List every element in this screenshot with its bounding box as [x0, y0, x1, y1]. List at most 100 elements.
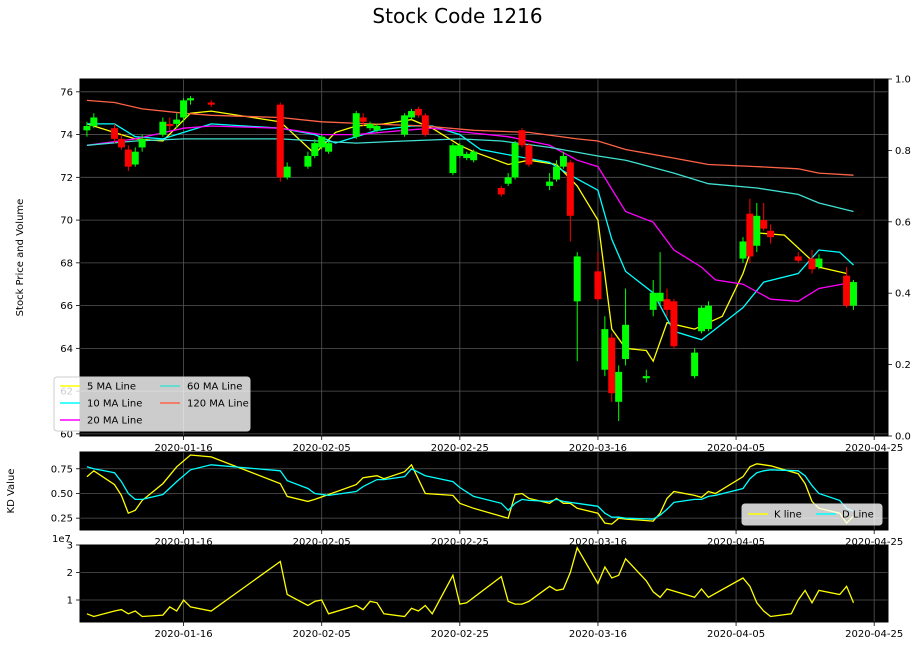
candle-body: [352, 113, 360, 137]
x-tick-label: 2020-04-25: [845, 537, 903, 548]
kd-legend: K line D Line: [741, 503, 883, 526]
right-y-tick-label: 0.6: [895, 217, 911, 228]
candle-body: [739, 241, 747, 259]
candle-body: [504, 177, 512, 184]
candle-body: [656, 292, 664, 302]
y-tick-label: 74: [60, 130, 73, 141]
candle-body: [746, 213, 754, 257]
candle-body: [283, 166, 291, 178]
candle-body: [318, 136, 326, 148]
candle-body: [207, 102, 215, 105]
candle-body: [366, 123, 374, 129]
y-offset-label: 1e7: [52, 534, 71, 545]
ma-line-4: [86, 138, 854, 213]
y-tick-label: 0.50: [51, 489, 73, 500]
candle-body: [566, 162, 574, 216]
candle-body: [622, 324, 630, 360]
candle-body: [470, 151, 478, 161]
candle-body: [421, 115, 429, 135]
candle-body: [180, 100, 188, 118]
y-tick-label: 60: [60, 429, 73, 440]
y-tick-label: 3: [67, 541, 73, 552]
legend-label: 5 MA Line: [87, 382, 136, 393]
candle-body: [407, 111, 415, 118]
candle-body: [608, 337, 616, 394]
x-tick-label: 2020-01-16: [155, 537, 213, 548]
candle-body: [615, 371, 623, 402]
candle-body: [849, 282, 857, 306]
candle-body: [553, 166, 561, 180]
plot-frame: [79, 451, 889, 531]
legend-box: [741, 503, 883, 526]
x-tick-label: 2020-02-05: [293, 537, 351, 548]
x-tick-label: 2020-01-16: [155, 443, 213, 454]
y-tick-label: 64: [60, 344, 73, 355]
y-tick-label: 76: [60, 87, 73, 98]
plot-area: [80, 545, 888, 622]
legend-box: [53, 376, 251, 432]
candle-body: [159, 121, 167, 135]
y-tick-label: 0.75: [51, 464, 73, 475]
volume-line: [86, 546, 855, 618]
candle-body: [83, 126, 91, 131]
d-line: [86, 464, 854, 520]
candle-body: [373, 126, 381, 131]
candle-body: [670, 301, 678, 347]
candle-body: [359, 117, 367, 122]
candle-body: [131, 151, 139, 165]
candle-body: [138, 138, 146, 148]
candle-body: [559, 155, 567, 167]
candle-body: [642, 376, 650, 379]
candle-body: [90, 117, 98, 127]
legend-label: 20 MA Line: [87, 416, 142, 427]
candle-body: [173, 119, 181, 124]
x-tick-label: 2020-03-16: [569, 537, 627, 548]
k-line: [86, 454, 854, 525]
y-tick-label: 1: [67, 596, 73, 607]
candle-body: [401, 115, 409, 135]
candle-body: [463, 153, 471, 159]
y-tick-label: 66: [60, 301, 73, 312]
candle-body: [594, 271, 602, 300]
y-tick-label: 0.25: [51, 514, 73, 525]
candle-body: [276, 104, 284, 178]
x-tick-label: 2020-01-16: [155, 629, 213, 640]
x-tick-label: 2020-04-25: [845, 629, 903, 640]
candle-body: [753, 215, 761, 246]
right-y-tick-label: 0.4: [895, 289, 911, 300]
candle-body: [649, 292, 657, 310]
candle-body: [449, 145, 457, 174]
candle-body: [691, 352, 699, 377]
y-tick-label: 68: [60, 258, 73, 269]
right-y-tick-label: 1.0: [895, 75, 911, 86]
plot-frame: [79, 544, 889, 623]
legend-label: 10 MA Line: [87, 399, 142, 410]
legend: 5 MA Line 10 MA Line 20 MA Line 60 MA Line 1…: [53, 376, 251, 432]
x-tick-label: 2020-02-25: [431, 629, 489, 640]
kd-axis-label: KD Value: [6, 469, 17, 514]
candle-body: [760, 220, 768, 229]
y-tick-label: 72: [60, 173, 73, 184]
candle-body: [497, 188, 505, 195]
candle-body: [525, 145, 533, 165]
candle-body: [794, 256, 802, 261]
x-tick-label: 2020-04-05: [707, 537, 765, 548]
candle-body: [518, 130, 526, 146]
candle-body: [414, 108, 422, 116]
candle-body: [311, 143, 319, 156]
candle-body: [546, 181, 554, 186]
plot-frame: [79, 78, 889, 437]
y-tick-label: 70: [60, 216, 73, 227]
candle-body: [663, 299, 671, 310]
legend-label: K line: [774, 510, 802, 521]
chart-title: Stock Code 1216: [372, 4, 543, 28]
x-tick-label: 2020-03-16: [569, 629, 627, 640]
candle-body: [767, 230, 775, 238]
ma-line-5: [86, 99, 854, 176]
x-tick-label: 2020-04-05: [707, 629, 765, 640]
candle-body: [186, 98, 194, 101]
right-y-tick-label: 0.2: [895, 360, 911, 371]
x-tick-label: 2020-02-05: [293, 629, 351, 640]
right-y-tick-label: 0.8: [895, 146, 911, 157]
